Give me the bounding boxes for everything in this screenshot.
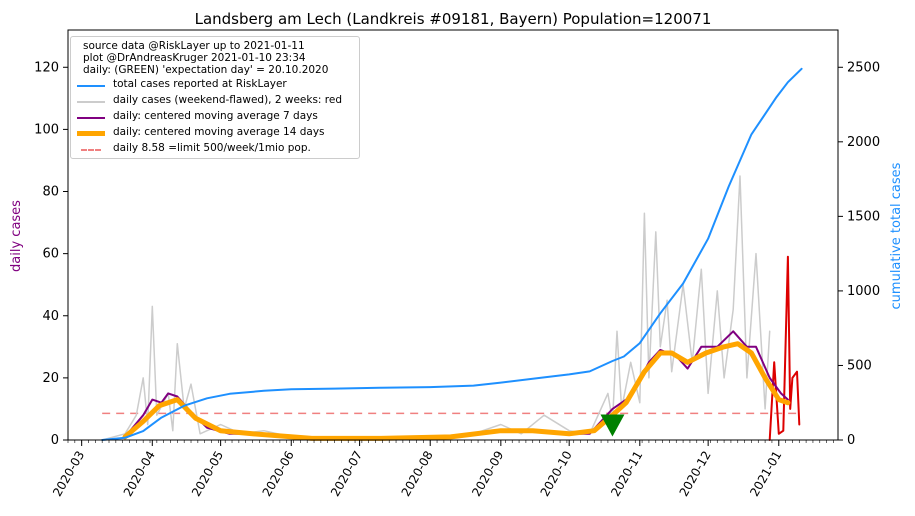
legend: source data @RiskLayer up to 2021-01-11 … [70, 36, 360, 159]
series-line-4 [122, 341, 791, 441]
x-tick-label: 2020-12 [677, 449, 714, 499]
y-tick-label: 120 [34, 60, 59, 75]
x-tick-label: 2020-08 [399, 449, 436, 499]
y2-tick-label: 2000 [847, 135, 880, 150]
legend-swatch-ma7 [77, 117, 105, 119]
x-tick-label: 2020-11 [608, 449, 645, 499]
annotation-source: source data @RiskLayer up to 2021-01-11 [83, 40, 305, 52]
y-tick-label: 40 [42, 309, 59, 324]
series-layer [101, 67, 803, 441]
legend-label-daily: daily cases (weekend-flawed), 2 weeks: r… [113, 94, 343, 106]
y2-tick-label: 1000 [847, 284, 880, 299]
annotation-plot: plot @DrAndreasKruger 2021-01-10 23:34 [83, 52, 306, 64]
x-tick-label: 2021-01 [747, 449, 784, 499]
legend-swatch-ma14 [77, 131, 105, 136]
x-tick-label: 2020-09 [469, 448, 506, 498]
y2-tick-label: 2500 [847, 60, 880, 75]
y-tick-label: 100 [34, 122, 59, 137]
y-axis-label: daily cases [9, 200, 24, 272]
legend-label-total: total cases reported at RiskLayer [113, 78, 287, 90]
legend-swatch-total [77, 85, 105, 87]
x-tick-label: 2020-04 [121, 449, 158, 499]
x-tick-label: 2020-06 [260, 449, 297, 499]
annotation-expectation: daily: (GREEN) 'expectation day' = 20.10… [83, 64, 329, 76]
x-tick-label: 2020-03 [50, 449, 87, 499]
x-tick-label: 2020-05 [189, 449, 226, 499]
y-tick-label: 80 [42, 185, 59, 200]
series-line-2 [768, 255, 801, 441]
y2-tick-label: 500 [847, 358, 872, 373]
legend-label-ma14: daily: centered moving average 14 days [113, 126, 325, 138]
y2-tick-label: 1500 [847, 209, 880, 224]
y-tick-label: 20 [42, 371, 59, 386]
y2-tick-label: 0 [847, 433, 855, 448]
expectation-marker [600, 414, 625, 437]
y-tick-label: 0 [51, 433, 59, 448]
y2-axis-label: cumulative total cases [889, 162, 904, 309]
plot-frame [67, 29, 839, 441]
chart-title: Landsberg am Lech (Landkreis #09181, Bay… [195, 10, 712, 28]
series-line-0 [101, 67, 803, 441]
x-tick-label: 2020-07 [328, 449, 365, 499]
legend-label-ma7: daily: centered moving average 7 days [113, 110, 318, 122]
series-line-3 [124, 330, 789, 440]
legend-label-limit: daily 8.58 =limit 500/week/1mio pop. [113, 142, 311, 154]
y-tick-label: 60 [42, 247, 59, 262]
legend-swatch-daily [77, 101, 105, 103]
x-tick-label: 2020-10 [538, 449, 575, 499]
legend-swatch-limit [81, 149, 101, 151]
